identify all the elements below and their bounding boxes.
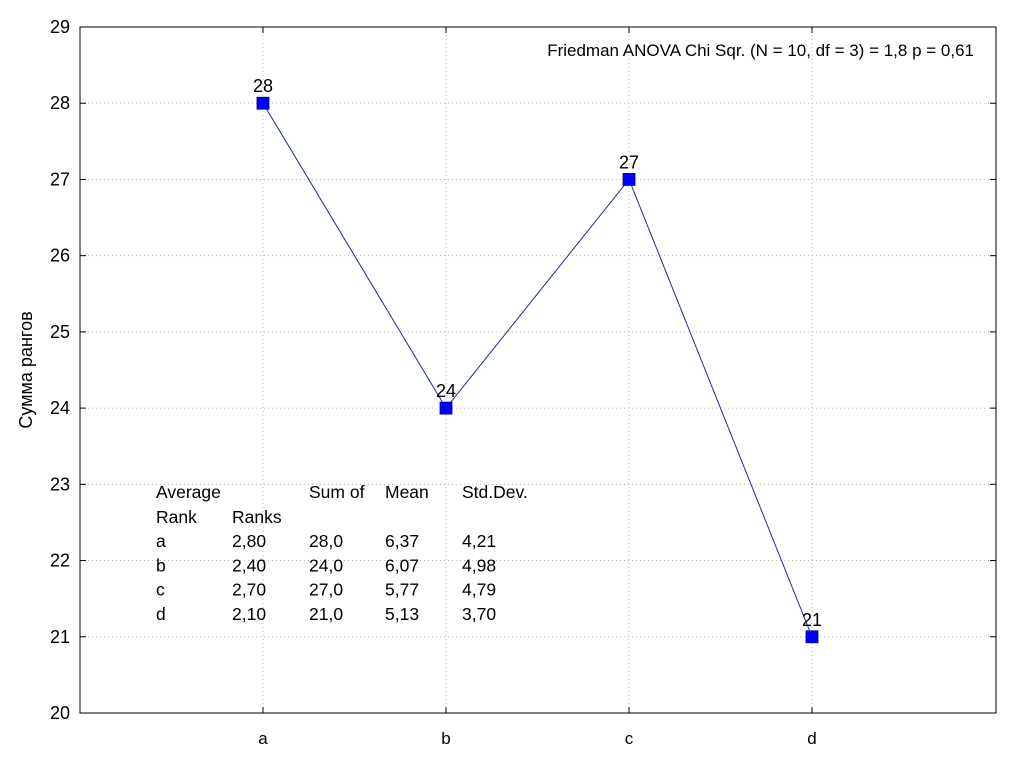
table-header-cell: Average <box>156 482 221 502</box>
table-header-cell: Rank <box>156 507 197 527</box>
table-cell: 4,21 <box>462 531 496 551</box>
x-tick-label: b <box>441 729 450 748</box>
y-tick-label: 23 <box>50 474 70 494</box>
table-header-cell: Mean <box>385 482 429 502</box>
y-tick-label: 27 <box>50 169 70 189</box>
table-cell: a <box>156 531 166 551</box>
table-header-cell: Ranks <box>232 507 282 527</box>
table-header-cell: Std.Dev. <box>462 482 528 502</box>
table-cell: 3,70 <box>462 604 496 624</box>
y-tick-label: 29 <box>50 17 70 37</box>
table-cell: 2,70 <box>232 580 266 600</box>
table-cell: 4,98 <box>462 555 496 575</box>
table-cell: 2,10 <box>232 604 266 624</box>
x-axis-ticks: a b c d <box>258 27 817 748</box>
data-label: 27 <box>619 152 639 172</box>
stats-table: Average Sum of Mean Std.Dev. Rank Ranks a 2,80 2… <box>156 482 528 624</box>
y-tick-label: 24 <box>50 398 70 418</box>
y-axis-ticks: 20 21 22 23 24 25 26 27 28 29 <box>50 17 996 723</box>
table-cell: 4,79 <box>462 580 496 600</box>
data-point <box>805 630 819 644</box>
data-point <box>439 401 453 415</box>
table-cell: d <box>156 604 166 624</box>
table-cell: b <box>156 555 166 575</box>
table-cell: 5,77 <box>385 580 419 600</box>
table-cell: 6,07 <box>385 555 419 575</box>
x-tick-label: c <box>625 729 634 748</box>
x-tick-label: d <box>807 729 816 748</box>
y-tick-label: 21 <box>50 627 70 647</box>
plot-frame <box>79 26 997 714</box>
data-label: 21 <box>802 610 822 630</box>
x-tick-label: a <box>258 729 268 748</box>
data-point <box>256 96 270 110</box>
y-tick-label: 28 <box>50 93 70 113</box>
y-tick-label: 20 <box>50 703 70 723</box>
table-cell: 5,13 <box>385 604 419 624</box>
table-cell: 27,0 <box>309 580 343 600</box>
table-cell: 28,0 <box>309 531 343 551</box>
series-layer: 28 24 27 21 <box>253 76 822 644</box>
y-tick-label: 22 <box>50 551 70 571</box>
grid-lines <box>80 27 996 713</box>
table-header-cell: Sum of <box>309 482 365 502</box>
data-label: 24 <box>436 381 456 401</box>
table-cell: 21,0 <box>309 604 343 624</box>
y-tick-label: 25 <box>50 322 70 342</box>
data-label: 28 <box>253 76 273 96</box>
annotation-friedman: Friedman ANOVA Chi Sqr. (N = 10, df = 3)… <box>547 41 974 60</box>
series-line <box>262 102 813 637</box>
data-point <box>622 173 636 186</box>
y-axis-title: Сумма рангов <box>16 311 36 428</box>
table-cell: 2,80 <box>232 531 266 551</box>
table-cell: 24,0 <box>309 555 343 575</box>
table-cell: 6,37 <box>385 531 419 551</box>
y-tick-label: 26 <box>50 246 70 266</box>
table-cell: c <box>156 580 165 600</box>
table-cell: 2,40 <box>232 555 266 575</box>
